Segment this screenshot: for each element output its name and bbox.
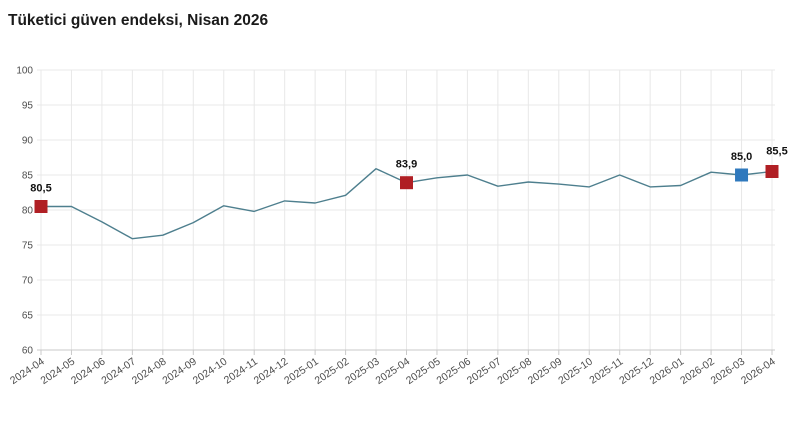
chart-title: Tüketici güven endeksi, Nisan 2026: [8, 12, 269, 29]
y-axis-tick-label: 80: [22, 206, 34, 217]
y-axis-tick-label: 60: [22, 346, 34, 357]
y-axis-tick-label: 85: [22, 171, 34, 182]
point-value-label-2025-04: 83,9: [396, 159, 417, 171]
point-value-label-2026-03: 85,0: [731, 151, 752, 163]
highlight-marker-2026-04: [765, 165, 779, 178]
x-axis-tick-label: 2026-04: [739, 355, 778, 387]
y-axis-tick-label: 95: [22, 101, 34, 112]
highlight-marker-2024-04: [34, 200, 48, 213]
y-axis-tick-label: 100: [16, 66, 33, 77]
y-axis-tick-label: 65: [22, 311, 34, 322]
y-axis-tick-label: 75: [22, 241, 34, 252]
x-axis-tick-label: 2024-10: [191, 355, 230, 387]
point-value-label-2024-04: 80,5: [30, 183, 51, 195]
highlight-marker-2025-04: [400, 176, 413, 190]
x-axis-tick-label: 2025-10: [556, 355, 595, 387]
highlight-marker-2026-03: [735, 168, 749, 182]
y-axis-tick-label: 70: [22, 276, 34, 287]
point-value-label-2026-04: 85,5: [766, 146, 787, 158]
y-axis-tick-label: 90: [22, 136, 34, 147]
